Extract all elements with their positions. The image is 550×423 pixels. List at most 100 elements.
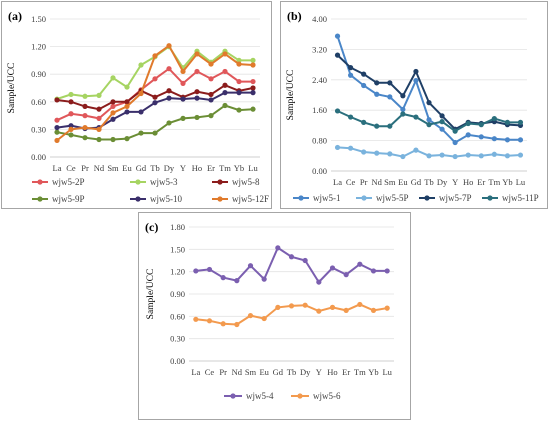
data-point-wjw5-10-eu [124,109,130,115]
y-tick-label: 0.30 [31,124,46,134]
x-tick-label-dy: Dy [437,177,448,187]
data-point-wjw5-9p-er [208,113,214,119]
legend-label-wjw5-8: wjw5-8 [232,177,260,187]
legend-marker-wjw5-1 [298,195,304,201]
data-point-wjw5-8-ho [194,89,200,95]
x-tick-label-lu: Lu [516,177,526,187]
legend-label-wjw5-6: wjw5-6 [313,391,341,401]
data-point-wjw5-10-lu [250,90,256,96]
data-point-wjw5-7p-dy [439,113,445,119]
data-point-wjw5-9p-la [54,129,60,135]
legend-label-wjw5-1: wjw5-1 [313,193,341,203]
data-point-wjw5-5p-nd [374,150,380,156]
data-point-wjw5-2p-yb [236,78,242,85]
chart-b-svg: (b) Sample/UCC 0.00 0.80 1.60 2.40 3.20 4.00 La C… [286,9,539,203]
data-point-wjw5-8-tb [152,94,158,100]
data-point-wjw5-9p-ho [194,114,200,121]
data-point-wjw5-11p-y [452,128,458,134]
x-tick-label-pr: Pr [360,177,368,187]
x-tick-label-lu: Lu [382,367,392,377]
data-point-wjw5-11p-dy [439,119,445,125]
data-point-wjw5-9p-tm [222,102,228,109]
data-point-wjw5-1-gd [413,77,419,84]
x-tick-label-tm: Tm [354,367,366,377]
data-point-wjw5-10-sm [110,116,116,122]
data-point-wjw5-4-nd [234,278,240,284]
data-point-wjw5-4-sm [247,263,254,269]
data-point-wjw5-6-y [316,308,322,314]
data-point-wjw5-4-pr [220,275,226,281]
data-point-wjw5-11p-er [478,122,484,128]
y-tick-label: 0.00 [312,166,327,176]
legend-label-wjw5-7p: wjw5-7P [439,193,472,203]
x-tick-label-yb: Yb [502,177,512,187]
data-point-wjw5-10-ce [68,123,74,129]
data-point-wjw5-11p-lu [517,119,524,125]
data-point-wjw5-12f-pr [82,124,88,131]
legend-label-wjw5-9p: wjw5-9P [52,194,85,204]
data-point-wjw5-5p-ho [465,152,471,158]
data-point-wjw5-7p-pr [361,71,367,77]
data-point-wjw5-4-lu [384,268,390,274]
data-point-wjw5-4-ce [206,266,213,273]
data-point-wjw5-9p-y [180,115,186,121]
data-point-wjw5-12f-er [208,61,214,67]
data-point-wjw5-5p-tb [426,153,432,159]
data-point-wjw5-1-tm [491,136,497,142]
x-tick-label-ce: Ce [346,177,356,187]
x-tick-label-tb: Tb [150,163,159,173]
data-point-wjw5-3-eu [124,84,130,90]
y-tick-label: 1.50 [31,14,46,24]
data-point-wjw5-6-sm [247,312,254,319]
data-point-wjw5-8-eu [124,99,130,105]
data-point-wjw5-12f-gd [138,90,144,97]
x-tick-label-la: La [191,367,200,377]
data-point-wjw5-3-sm [110,75,116,81]
data-point-wjw5-1-ho [465,132,471,138]
x-tick-label-er: Er [207,163,215,173]
data-point-wjw5-4-gd [275,245,281,251]
x-tick-label-nd: Nd [232,367,243,377]
legend-label-wjw5-12f: wjw5-12F [232,194,269,204]
data-point-wjw5-7p-eu [400,93,406,99]
data-point-wjw5-2p-er [208,76,214,82]
data-point-wjw5-10-la [54,124,60,131]
data-point-wjw5-9p-sm [110,136,116,143]
data-point-wjw5-1-yb [504,137,510,143]
legend-marker-wjw5-3 [135,179,141,185]
data-point-wjw5-11p-nd [374,123,380,129]
x-tick-label-dy: Dy [300,367,311,377]
data-point-wjw5-8-nd [96,106,102,112]
data-point-wjw5-3-lu [250,57,256,64]
data-point-wjw5-5p-la [334,144,341,151]
legend-marker-wjw5-8 [217,179,223,185]
x-tick-label-sm: Sm [384,177,396,187]
data-point-wjw5-10-gd [138,109,144,115]
x-tick-label-tm: Tm [488,177,500,187]
data-point-wjw5-10-tb [152,100,158,106]
data-point-wjw5-1-dy [439,126,445,132]
data-point-wjw5-6-er [343,307,349,313]
x-tick-label-er: Er [342,367,350,377]
data-point-wjw5-12f-yb [236,61,242,67]
data-point-wjw5-1-eu [400,106,406,113]
x-tick-label-la: La [53,163,62,173]
legend-marker-wjw5-2p [37,179,43,185]
y-tick-label: 2.40 [312,75,327,85]
data-point-wjw5-2p-dy [166,66,172,72]
y-axis-label: Sample/UCC [7,63,17,114]
x-tick-label-ho: Ho [463,177,473,187]
y-tick-label: 0.90 [170,289,185,299]
x-tick-label-y: Y [316,367,322,377]
data-point-wjw5-10-er [208,97,214,103]
x-tick-label-dy: Dy [164,163,175,173]
data-point-wjw5-12f-dy [166,43,172,49]
legend-marker-wjw5-4 [230,393,236,399]
y-tick-label: 1.80 [170,222,185,232]
data-point-wjw5-5p-y [452,153,458,160]
data-point-wjw5-11p-ce [348,114,354,120]
x-tick-label-ce: Ce [205,367,215,377]
data-point-wjw5-11p-eu [400,111,406,117]
legend-label-wjw5-5p: wjw5-5P [376,193,409,203]
data-point-wjw5-3-nd [96,92,102,98]
